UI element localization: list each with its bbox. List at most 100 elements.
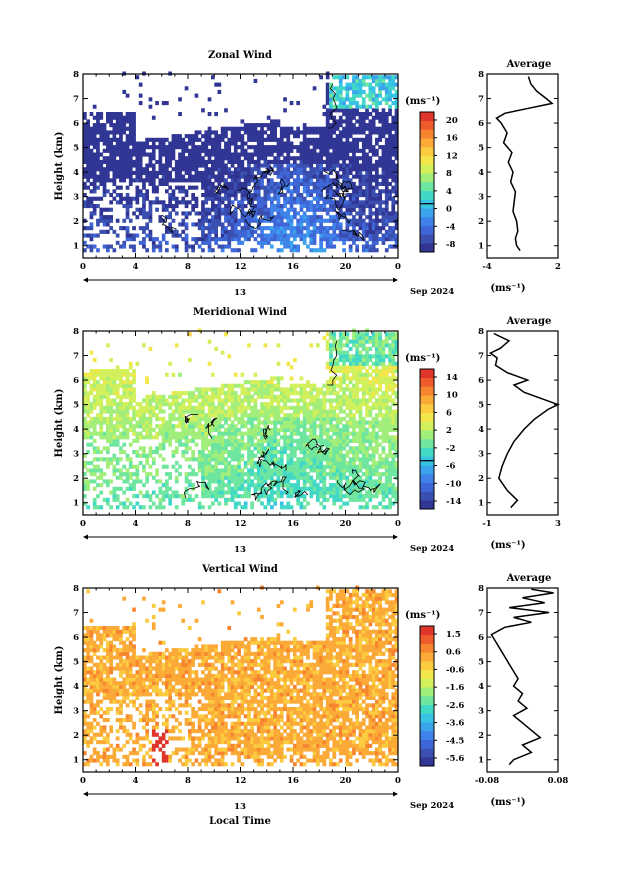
heatmap-cell <box>237 475 241 480</box>
heatmap-cell <box>211 387 215 392</box>
heatmap-cell <box>279 229 284 234</box>
heatmap-cell <box>233 427 238 432</box>
heatmap-cell <box>220 468 225 473</box>
heatmap-cell <box>378 229 382 234</box>
colorbar-tick-label: 20 <box>446 116 458 126</box>
heatmap-cell <box>365 170 369 175</box>
heatmap-cell <box>168 152 172 157</box>
heatmap-cell <box>355 233 359 238</box>
heatmap-cell <box>155 174 159 179</box>
heatmap-cell <box>128 123 133 128</box>
heatmap-cell <box>233 218 238 223</box>
heatmap-cell <box>165 486 169 491</box>
heatmap-cell <box>296 391 300 396</box>
heatmap-cell <box>247 391 251 396</box>
heatmap-cell <box>233 215 238 220</box>
heatmap-cell <box>99 402 104 407</box>
heatmap-cell <box>184 409 189 414</box>
heatmap-cell <box>237 178 241 183</box>
heatmap-cell <box>148 416 153 421</box>
heatmap-cell <box>161 435 166 440</box>
heatmap-cell <box>352 181 356 186</box>
heatmap-cell <box>250 427 254 432</box>
heatmap-cell <box>174 233 179 238</box>
heatmap-cell <box>188 464 192 469</box>
heatmap-cell <box>316 193 320 198</box>
heatmap-cell <box>165 494 169 499</box>
heatmap-cell <box>312 196 317 201</box>
heatmap-cell <box>188 152 192 157</box>
heatmap-cell <box>174 200 179 205</box>
heatmap-cell <box>201 148 205 153</box>
heatmap-cell <box>270 398 274 403</box>
heatmap-cell <box>237 446 241 451</box>
heatmap-cell <box>306 222 310 227</box>
heatmap-cell <box>279 483 284 488</box>
heatmap-cell <box>128 461 133 466</box>
heatmap-cell <box>165 207 169 212</box>
heatmap-cell <box>329 167 333 172</box>
heatmap-cell <box>128 365 133 370</box>
heatmap-cell <box>325 167 330 172</box>
heatmap-cell <box>302 416 307 421</box>
heatmap-cell <box>319 145 323 150</box>
heatmap-cell <box>132 119 136 124</box>
heatmap-cell <box>237 420 241 425</box>
heatmap-cell <box>365 229 369 234</box>
heatmap-cell <box>158 405 163 410</box>
heatmap-cell <box>325 189 330 194</box>
heatmap-cell <box>148 237 153 242</box>
heatmap-cell <box>122 464 127 469</box>
heatmap-cell <box>227 189 232 194</box>
zonal-wind-day-label: 13 <box>234 288 246 298</box>
heatmap-cell <box>352 490 356 495</box>
heatmap-cell <box>89 369 94 374</box>
heatmap-cell <box>250 226 254 231</box>
heatmap-cell <box>138 82 143 87</box>
heatmap-cell <box>158 148 163 153</box>
heatmap-cell <box>188 200 192 205</box>
heatmap-cell <box>312 457 317 462</box>
heatmap-cell <box>165 483 169 488</box>
heatmap-cell <box>230 497 235 502</box>
heatmap-cell <box>325 97 330 102</box>
heatmap-cell <box>289 163 294 168</box>
heatmap-cell <box>338 226 343 231</box>
heatmap-cell <box>171 409 176 414</box>
heatmap-cell <box>243 156 248 161</box>
heatmap-cell <box>329 405 333 410</box>
heatmap-cell <box>99 123 104 128</box>
heatmap-cell <box>391 75 396 80</box>
heatmap-cell <box>319 126 323 131</box>
heatmap-cell <box>168 435 172 440</box>
heatmap-cell <box>309 207 314 212</box>
heatmap-cell <box>207 196 212 201</box>
heatmap-cell <box>384 200 389 205</box>
heatmap-cell <box>158 240 163 245</box>
heatmap-cell <box>233 472 238 477</box>
heatmap-cell <box>211 501 215 506</box>
heatmap-cell <box>135 174 140 179</box>
heatmap-cell <box>276 416 281 421</box>
heatmap-cell <box>158 424 163 429</box>
heatmap-cell <box>178 409 182 414</box>
heatmap-cell <box>394 200 399 205</box>
heatmap-cell <box>102 126 107 131</box>
heatmap-cell <box>335 350 340 355</box>
heatmap-cell <box>338 207 343 212</box>
heatmap-cell <box>348 420 353 425</box>
heatmap-cell <box>165 163 169 168</box>
heatmap-cell <box>388 244 392 249</box>
heatmap-cell <box>83 126 87 131</box>
heatmap-cell <box>378 137 382 142</box>
heatmap-cell <box>286 237 291 242</box>
heatmap-cell <box>96 468 100 473</box>
heatmap-cell <box>273 148 277 153</box>
heatmap-cell <box>181 435 186 440</box>
heatmap-cell <box>122 431 127 436</box>
heatmap-cell <box>214 229 218 234</box>
heatmap-cell <box>197 427 202 432</box>
heatmap-cell <box>204 174 209 179</box>
heatmap-cell <box>306 130 310 135</box>
heatmap-cell <box>391 233 396 238</box>
